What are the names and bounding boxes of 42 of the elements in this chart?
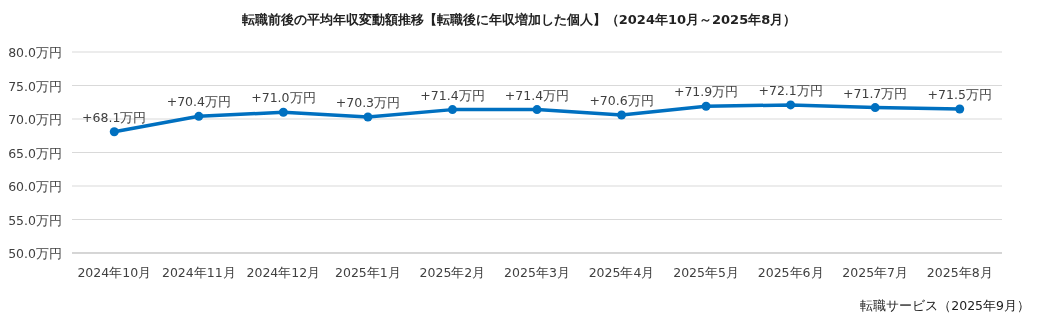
x-tick-label: 2025年6月	[757, 265, 824, 280]
y-tick-label: 55.0万円	[8, 212, 62, 228]
point	[363, 112, 373, 122]
point	[870, 103, 880, 113]
y-tick-label: 60.0万円	[8, 179, 62, 194]
data-label: +72.1万円	[758, 82, 823, 98]
y-tick-label: 70.0万円	[8, 112, 62, 127]
data-label: +71.7万円	[843, 85, 908, 101]
data-label: +71.5万円	[927, 86, 992, 102]
point	[278, 107, 288, 117]
data-label: +70.3万円	[335, 94, 401, 110]
point	[786, 100, 796, 110]
x-tick-label: 2025年8月	[926, 265, 993, 280]
x-tick-label: 2025年3月	[504, 265, 570, 280]
x-tick-label: 2024年12月	[246, 265, 321, 280]
x-tick-label: 2025年1月	[335, 265, 401, 280]
data-label: +71.0万円	[251, 90, 316, 106]
data-label: +70.4万円	[166, 94, 231, 110]
x-tick-label: 2024年11月	[161, 265, 236, 280]
x-tick-label: 2025年5月	[673, 265, 739, 280]
point	[701, 101, 711, 111]
data-label: +70.6万円	[589, 92, 654, 108]
y-tick-label: 75.0万円	[8, 78, 62, 94]
x-tick-label: 2025年4月	[588, 265, 655, 280]
chart-title: 転職前後の平均年収変動額推移【転職後に年収増加した個人】（2024年10月～2025年8月）	[240, 12, 797, 27]
data-label: +71.9万円	[673, 84, 739, 100]
data-label: +71.4万円	[420, 87, 485, 103]
point	[955, 104, 965, 114]
point	[532, 105, 542, 115]
point	[109, 127, 119, 137]
point	[447, 105, 457, 115]
text: 転職サービス（2025年9月）	[860, 298, 1030, 313]
y-tick-label: 50.0万円	[8, 246, 62, 261]
y-tick-label: 80.0万円	[8, 45, 62, 60]
x-tick-label: 2025年2月	[419, 265, 486, 280]
y-tick-label: 65.0万円	[8, 145, 62, 161]
x-tick-label: 2025年7月	[842, 265, 909, 280]
data-label: +71.4万円	[504, 87, 570, 103]
data-label: +68.1万円	[82, 109, 147, 125]
point	[617, 110, 627, 120]
point	[194, 111, 204, 121]
x-tick-label: 2024年10月	[77, 265, 152, 280]
